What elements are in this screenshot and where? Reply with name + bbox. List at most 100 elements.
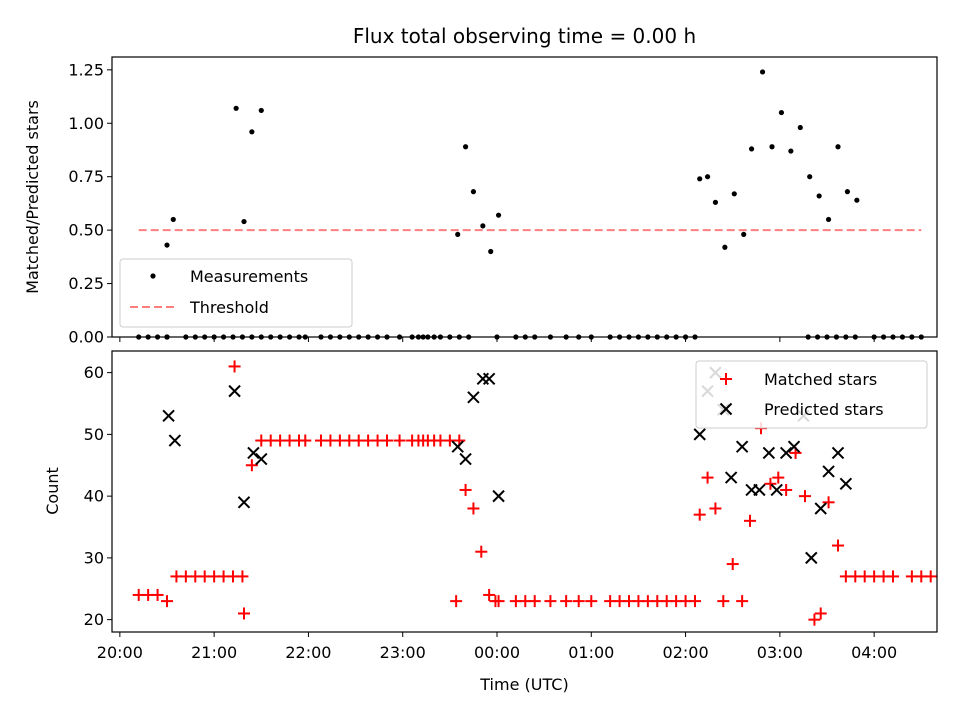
matched-star-point [467, 502, 480, 515]
predicted-star-point [724, 471, 738, 484]
measurement-point [258, 107, 264, 114]
measurement-point [807, 174, 813, 180]
matched-star-point [492, 595, 505, 608]
matched-star-point [238, 607, 250, 620]
x-tick-label: 02:00 [663, 643, 709, 662]
measurement-point [816, 193, 822, 199]
matched-star-point [701, 471, 714, 484]
predicted-star-point [693, 428, 706, 441]
legend-marker-matched [720, 373, 732, 385]
legend-label-matched: Matched stars [764, 370, 877, 389]
y-tick-label: 0.75 [68, 167, 104, 186]
y-tick-label: 0.25 [68, 274, 104, 293]
y-tick-label: 60 [84, 363, 104, 382]
measurement-point [731, 191, 737, 197]
measurement-point [712, 199, 719, 205]
predicted-star-point [168, 434, 182, 447]
bottom-plot-area [132, 360, 937, 626]
matched-star-point [245, 459, 258, 472]
bottom-x-ticks: 20:00 21:00 22:00 23:00 00:00 01:00 02:00 03:00… [97, 632, 897, 662]
predicted-star-point [162, 409, 175, 423]
x-tick-label: 01:00 [568, 643, 614, 662]
x-tick-label: 20:00 [97, 643, 143, 662]
predicted-star-point [787, 440, 801, 453]
predicted-star-point [459, 452, 472, 466]
predicted-star-point [451, 440, 464, 453]
predicted-star-point [735, 440, 749, 453]
measurement-point [470, 189, 477, 195]
matched-star-point [483, 588, 496, 601]
matched-star-point [236, 570, 249, 583]
top-y-ticks: 0.00 0.25 0.50 0.75 1.00 1.25 [68, 60, 112, 347]
predicted-star-point [482, 372, 496, 385]
matched-star-point [780, 483, 793, 496]
predicted-star-point [822, 465, 835, 478]
measurement-point [704, 174, 711, 180]
top-panel: 0.00 0.25 0.50 0.75 1.00 1.25 Matched/Predict… [23, 56, 938, 347]
predicted-star-point [492, 489, 505, 503]
matched-star-point [560, 595, 573, 608]
matched-star-point [726, 558, 739, 571]
measurement-point [480, 223, 486, 229]
y-tick-label: 20 [84, 610, 104, 629]
top-axes-frame [111, 56, 938, 338]
measurement-point [748, 146, 755, 152]
measurement-point [462, 144, 469, 150]
y-tick-label: 0.50 [68, 221, 104, 240]
matched-star-point [887, 570, 899, 583]
predicted-star-point [762, 446, 776, 460]
measurement-point [854, 197, 860, 203]
matched-star-point [693, 508, 706, 521]
measurement-point [825, 216, 832, 223]
measurement-point [249, 129, 255, 135]
matched-star-point [151, 588, 164, 601]
x-tick-label: 00:00 [474, 643, 520, 662]
legend-label-threshold: Threshold [189, 298, 269, 317]
x-tick-label: 23:00 [380, 643, 426, 662]
matched-star-point [689, 595, 701, 608]
matched-star-point [450, 595, 463, 608]
y-tick-label: 40 [84, 487, 104, 506]
predicted-star-point [228, 384, 241, 398]
predicted-star-point [831, 446, 845, 460]
x-tick-label: 22:00 [285, 643, 331, 662]
measurement-point [170, 216, 176, 223]
legend-label-measurements: Measurements [190, 267, 308, 286]
matched-star-point [161, 595, 173, 608]
measurement-point [488, 248, 494, 255]
measurement-point [835, 144, 841, 150]
measurement-point [233, 105, 239, 111]
measurement-point [722, 244, 728, 250]
predicted-star-point [814, 502, 827, 515]
bottom-axes-frame [111, 350, 938, 633]
matched-star-point [717, 595, 730, 608]
measurement-point [778, 109, 785, 116]
predicted-star-point [255, 452, 268, 466]
predicted-star-point [770, 483, 783, 497]
matched-star-point [528, 595, 541, 608]
measurement-point [495, 212, 502, 218]
measurement-point [788, 148, 794, 154]
predicted-star-point [247, 446, 260, 460]
measurement-point [455, 231, 461, 238]
x-tick-label: 21:00 [191, 643, 237, 662]
y-tick-label: 30 [84, 548, 104, 567]
measurement-point [844, 189, 851, 195]
matched-star-point [814, 607, 827, 620]
y-tick-label: 50 [84, 425, 104, 444]
y-tick-label: 1.00 [68, 114, 104, 133]
matched-star-point [709, 502, 722, 515]
matched-star-point [736, 595, 749, 608]
predicted-star-point [467, 391, 480, 404]
matched-star-point [228, 360, 241, 373]
bottom-y-axis-label: Count [43, 467, 62, 515]
matched-star-point [459, 483, 472, 496]
y-tick-label: 1.25 [68, 60, 104, 79]
predicted-star-point [779, 446, 793, 460]
matched-star-point [799, 490, 811, 503]
matched-star-point [822, 496, 835, 509]
matched-star-point [381, 434, 393, 447]
legend-marker-measurements [150, 273, 156, 279]
